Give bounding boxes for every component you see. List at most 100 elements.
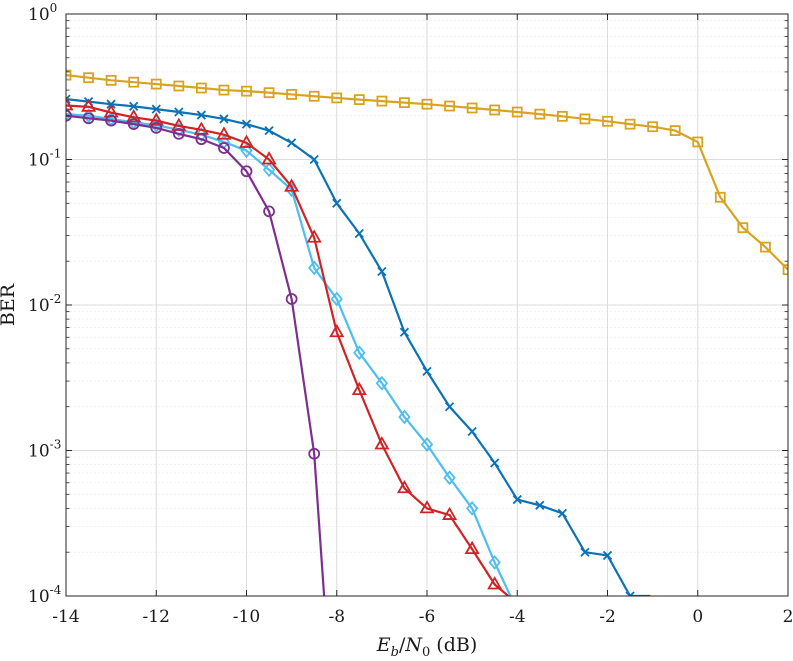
x-tick-label: 0 (692, 607, 703, 627)
data-point (329, 323, 345, 338)
data-point (195, 133, 208, 146)
data-point (105, 114, 118, 127)
data-point (240, 143, 253, 159)
series-line (66, 114, 326, 596)
plot-area (66, 69, 788, 596)
data-point (127, 118, 140, 131)
data-point (331, 92, 343, 104)
y-tick-base: 10 (28, 5, 50, 25)
data-point (82, 112, 95, 125)
series-square (66, 69, 788, 276)
data-point (195, 127, 208, 143)
data-point (602, 115, 613, 127)
data-point (81, 98, 97, 112)
x-label-e: E (376, 634, 391, 656)
y-tick-base: 10 (28, 442, 50, 462)
data-point (444, 402, 455, 412)
data-point (602, 550, 613, 561)
series-triangle (66, 97, 509, 596)
data-point (377, 266, 387, 277)
x-tick-label: -2 (599, 607, 616, 627)
data-point (171, 117, 187, 131)
data-point (105, 74, 117, 86)
axis-ticks (65, 13, 789, 597)
data-point (286, 89, 298, 100)
data-point (218, 142, 230, 154)
series-line (66, 104, 509, 596)
data-point (465, 500, 479, 516)
y-tick-exponent: -4 (50, 583, 62, 597)
data-point (420, 437, 434, 452)
data-point (353, 94, 365, 106)
series-line (66, 74, 788, 271)
data-point (398, 409, 411, 425)
x-label-slash: / (399, 634, 406, 656)
data-point (376, 95, 388, 107)
data-point (442, 506, 458, 520)
data-point (129, 101, 139, 111)
data-point (241, 85, 252, 97)
data-point (443, 470, 456, 486)
data-point (351, 381, 367, 396)
data-point (489, 104, 501, 116)
data-point (557, 508, 568, 518)
data-point (66, 94, 71, 104)
data-point (151, 104, 161, 114)
data-point (263, 205, 275, 218)
data-point (624, 118, 636, 130)
y-tick-base: 10 (28, 587, 50, 607)
x-tick-labels: -14 -12 -10 -8 -6 -4 -2 0 2 (52, 607, 793, 627)
x-tick-label: -4 (509, 607, 526, 627)
data-point (308, 90, 320, 102)
data-point (150, 121, 163, 134)
y-tick-label: 100 (28, 1, 57, 25)
data-point (216, 126, 232, 140)
y-axis-label: BER (0, 283, 19, 326)
data-point (737, 222, 749, 234)
data-point (466, 102, 478, 114)
data-point (332, 198, 342, 208)
data-point (535, 500, 545, 510)
data-point (490, 458, 500, 468)
data-point (556, 110, 568, 122)
data-point (195, 82, 207, 94)
data-point (464, 540, 480, 555)
data-point (241, 119, 252, 129)
data-point (106, 99, 116, 109)
data-point (264, 125, 274, 136)
data-point (714, 191, 726, 203)
data-point (647, 121, 659, 133)
data-point (308, 447, 321, 460)
series-x (66, 94, 651, 596)
data-point (150, 78, 162, 90)
y-tick-exponent: -1 (50, 147, 62, 161)
y-tick-label: 10-3 (28, 438, 61, 462)
data-point (669, 125, 681, 136)
data-point (580, 547, 590, 557)
data-point (238, 134, 255, 148)
data-point (534, 108, 546, 120)
data-point (306, 229, 322, 243)
data-point (83, 72, 94, 84)
data-point (375, 375, 389, 391)
data-point (219, 114, 229, 124)
x-axis-label: Eb/N0 (dB) (376, 634, 478, 660)
data-point (126, 108, 142, 123)
data-point (511, 106, 523, 118)
series-layer (66, 69, 788, 596)
data-point (353, 345, 366, 361)
data-point (66, 69, 72, 81)
x-label-n: N (404, 634, 423, 656)
data-point (262, 162, 276, 178)
data-point (240, 165, 253, 178)
x-label-b: b (391, 645, 399, 660)
data-point (308, 260, 321, 276)
data-point (354, 228, 364, 239)
data-point (309, 154, 319, 165)
y-tick-base: 10 (28, 296, 50, 316)
y-tick-label: 10-2 (28, 292, 61, 316)
data-point (579, 113, 591, 125)
data-point (419, 500, 435, 514)
data-point (218, 84, 230, 96)
